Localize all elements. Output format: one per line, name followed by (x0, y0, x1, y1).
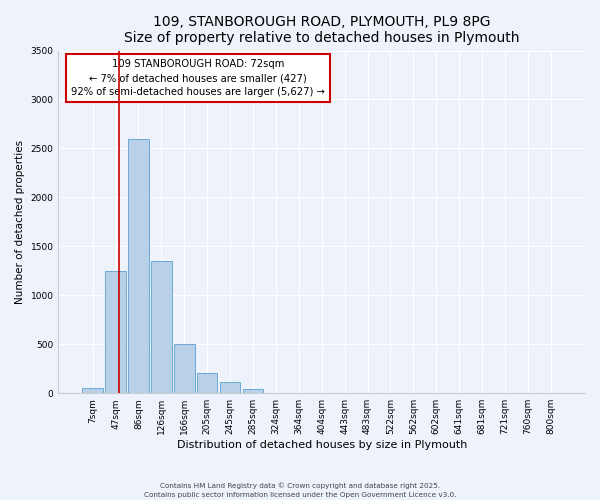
Bar (242, 390, 263, 393)
Bar (128, 138, 149, 393)
Bar (197, 373, 217, 393)
Bar (105, 271, 126, 393)
Text: Contains HM Land Registry data © Crown copyright and database right 2025.
Contai: Contains HM Land Registry data © Crown c… (144, 482, 456, 498)
Title: 109, STANBOROUGH ROAD, PLYMOUTH, PL9 8PG
Size of property relative to detached h: 109, STANBOROUGH ROAD, PLYMOUTH, PL9 8PG… (124, 15, 520, 45)
Bar (151, 261, 172, 393)
Bar (220, 382, 241, 393)
Text: 109 STANBOROUGH ROAD: 72sqm
← 7% of detached houses are smaller (427)
92% of sem: 109 STANBOROUGH ROAD: 72sqm ← 7% of deta… (71, 59, 325, 97)
Bar (82, 388, 103, 393)
Y-axis label: Number of detached properties: Number of detached properties (15, 140, 25, 304)
X-axis label: Distribution of detached houses by size in Plymouth: Distribution of detached houses by size … (176, 440, 467, 450)
Bar (174, 344, 194, 393)
